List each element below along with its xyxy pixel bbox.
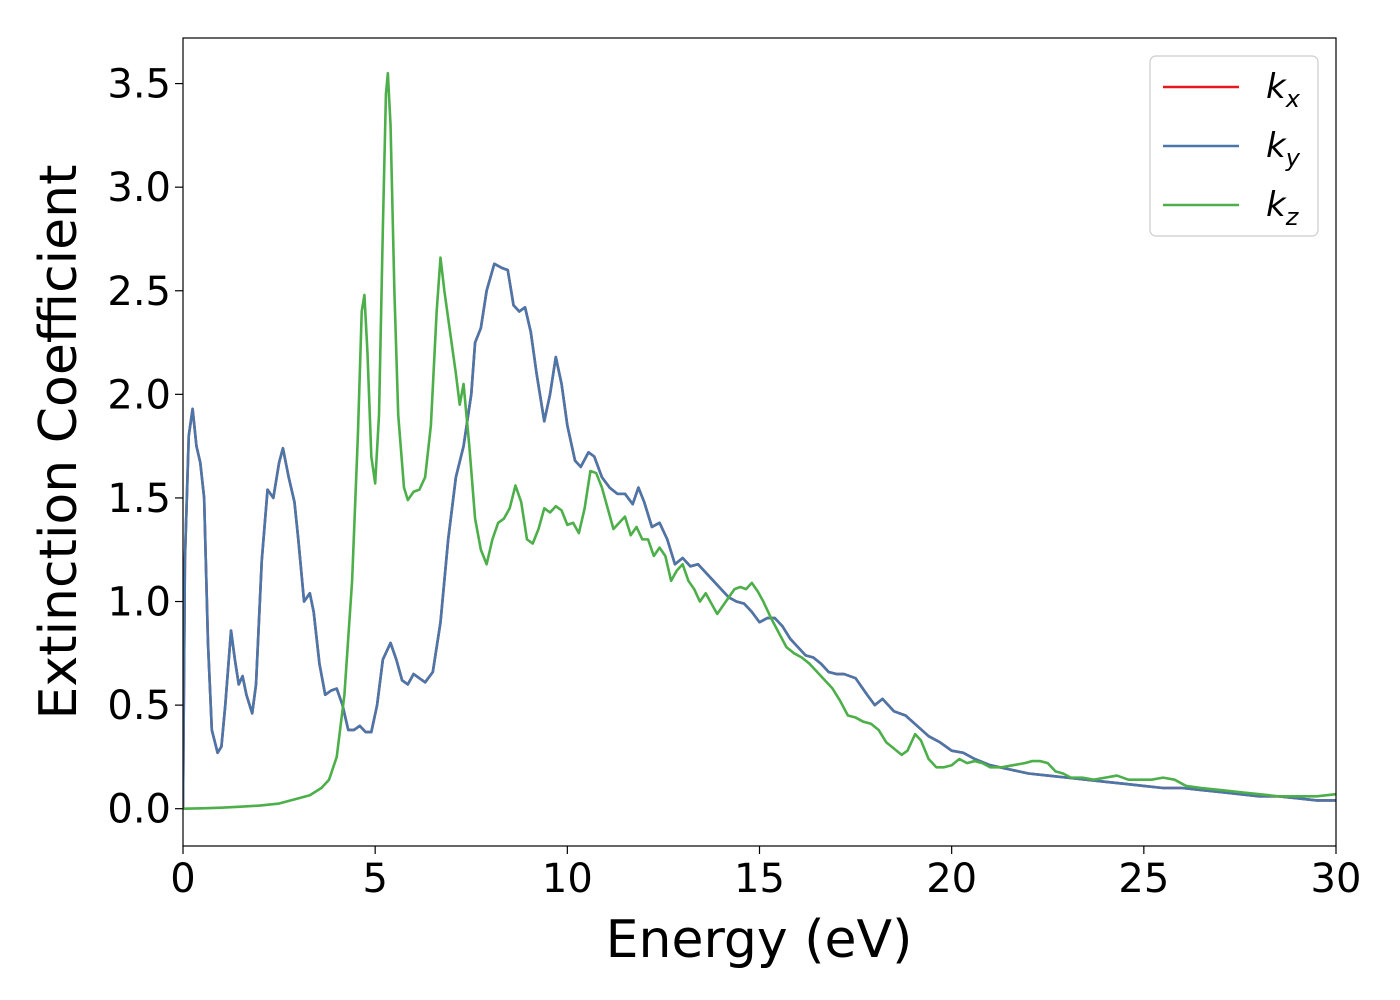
series-line-k-x: [183, 262, 1336, 811]
x-tick-label: 25: [1118, 856, 1169, 902]
series-line-k-y: [183, 262, 1336, 811]
y-tick-label: 3.0: [107, 165, 171, 211]
series-layer: [183, 71, 1336, 811]
x-axis-label: Energy (eV): [606, 910, 913, 970]
legend-label-k-x: kx: [1266, 67, 1301, 113]
y-tick-label: 2.5: [107, 269, 171, 315]
plot-frame: [182, 37, 1337, 847]
x-tick-label: 20: [926, 856, 977, 902]
x-tick-label: 5: [362, 856, 387, 902]
legend: kx ky kz: [1149, 55, 1319, 237]
x-tick-label: 10: [542, 856, 593, 902]
y-axis-label: Extinction Coefficient: [29, 165, 89, 720]
y-tick-label: 3.5: [107, 62, 171, 108]
y-tick-label: 0.0: [107, 787, 171, 833]
y-tick-label: 1.0: [107, 580, 171, 626]
legend-label-k-y: ky: [1266, 126, 1301, 172]
x-tick-label: 0: [170, 856, 195, 902]
series-line-k-z: [183, 71, 1336, 811]
legend-label-k-z: kz: [1266, 185, 1300, 231]
x-tick-label: 30: [1311, 856, 1362, 902]
y-tick-label: 1.5: [107, 476, 171, 522]
x-tick-label: 15: [734, 856, 785, 902]
y-tick-label: 0.5: [107, 683, 171, 729]
y-tick-label: 2.0: [107, 372, 171, 418]
ticks-layer: 0 5 10 15 20 25 30 0.0 0.5 1.0 1.5 2.0 2.5 3.0 3.5: [107, 62, 1361, 902]
